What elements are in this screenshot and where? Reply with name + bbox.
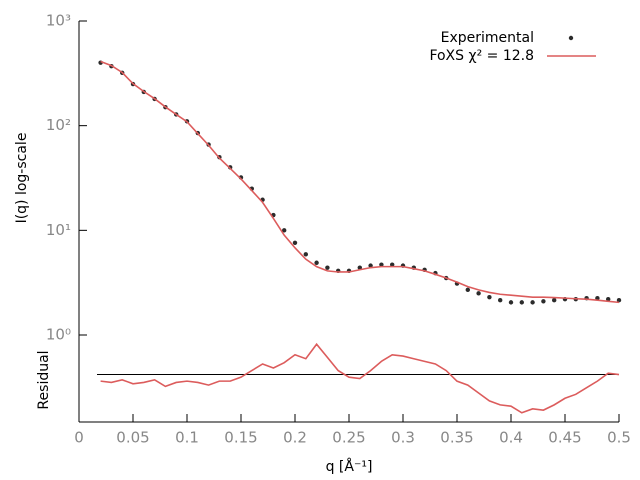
data-line	[100, 60, 620, 304]
legend-label: Experimental	[441, 30, 534, 46]
data-point	[530, 300, 535, 305]
data-point	[487, 294, 492, 300]
data-point	[552, 298, 557, 303]
x-tick-label: 0.25	[332, 429, 365, 447]
data-point	[498, 298, 503, 303]
x-tick-label: 0.15	[224, 429, 257, 447]
data-point	[595, 295, 600, 301]
y-tick-label: 10²	[46, 116, 71, 134]
data-point	[292, 240, 298, 246]
x-tick-label: 0.5	[607, 429, 631, 447]
x-tick-label: 0	[74, 429, 84, 447]
x-tick-label: 0.45	[548, 429, 581, 447]
x-tick-label: 0.4	[499, 429, 523, 447]
data-point	[508, 300, 514, 305]
data-point	[325, 265, 330, 270]
residual-axis-label: Residual	[36, 350, 52, 409]
x-tick-label: 0.35	[440, 429, 473, 447]
x-tick-label: 0.3	[391, 429, 415, 447]
data-point	[379, 262, 384, 267]
x-tick-label: 0.2	[283, 429, 307, 447]
y-tick-label: 10¹	[46, 221, 71, 239]
data-point	[368, 263, 373, 268]
data-point	[465, 287, 470, 293]
legend-label: FoXS χ² = 12.8	[429, 48, 534, 64]
data-point	[476, 291, 481, 296]
y-axis-label: I(q) log-scale	[14, 133, 30, 224]
y-tick-label: 10³	[46, 12, 71, 30]
x-axis-label: q [Å⁻¹]	[326, 458, 373, 475]
data-line	[100, 342, 620, 414]
data-point	[616, 298, 622, 303]
data-point	[282, 228, 287, 233]
data-point	[303, 252, 308, 257]
data-point	[606, 296, 611, 302]
y-tick-label: 10⁰	[46, 326, 71, 344]
data-point	[314, 260, 319, 265]
x-tick-label: 0.1	[175, 429, 199, 447]
legend-marker	[568, 35, 574, 41]
x-tick-label: 0.05	[116, 429, 149, 447]
data-point	[390, 262, 395, 267]
data-point	[519, 300, 524, 305]
data-point	[541, 299, 546, 304]
